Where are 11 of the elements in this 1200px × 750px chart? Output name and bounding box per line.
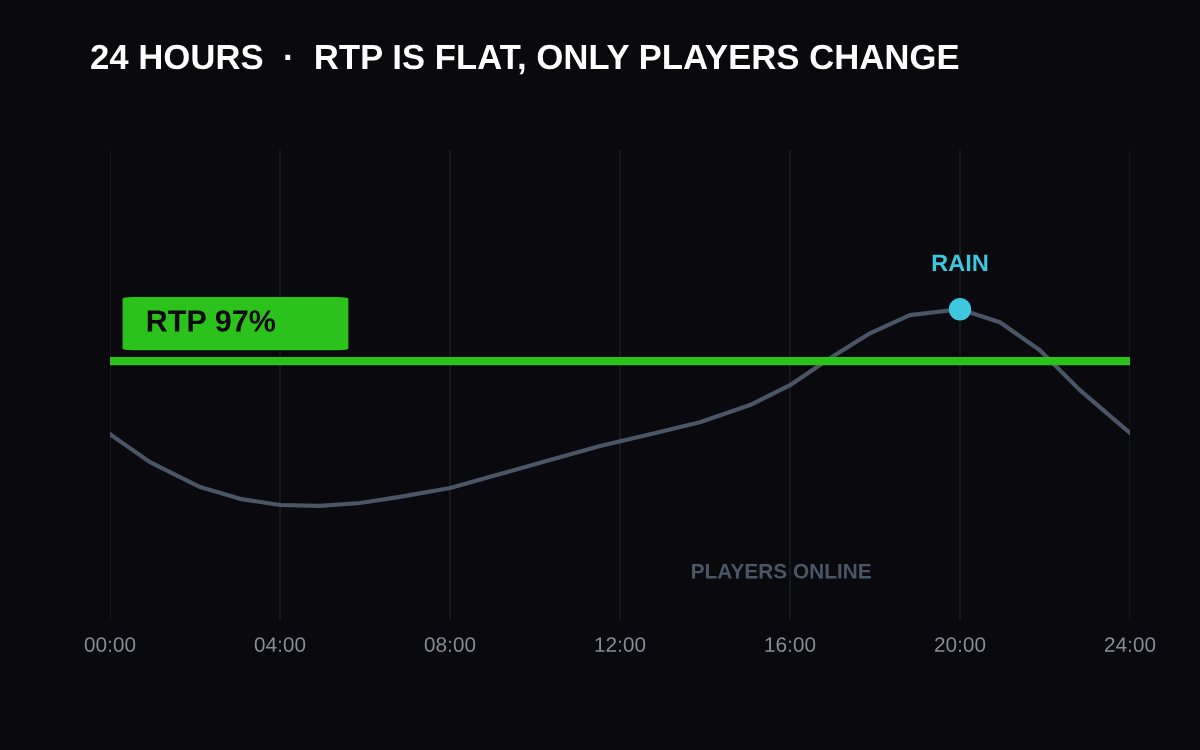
x-tick-label: 08:00: [424, 637, 476, 652]
annotation: RAIN: [932, 254, 988, 272]
x-tick-label: 04:00: [254, 637, 306, 652]
x-tick-label: 16:00: [765, 637, 816, 652]
x-tick-label: 24:00: [1104, 637, 1156, 652]
x-tick-label: 00:00: [84, 637, 136, 652]
chart-title: 24 HOURS · RTP IS FLAT, ONLY PLAYERS CHANGE: [91, 44, 959, 75]
ref-line-label: RTP 97%: [147, 310, 276, 332]
text: PLAYERS ONLINE: [692, 563, 871, 579]
x-tick-label: 20:00: [934, 637, 986, 652]
x-tick-label: 12:00: [595, 637, 646, 652]
